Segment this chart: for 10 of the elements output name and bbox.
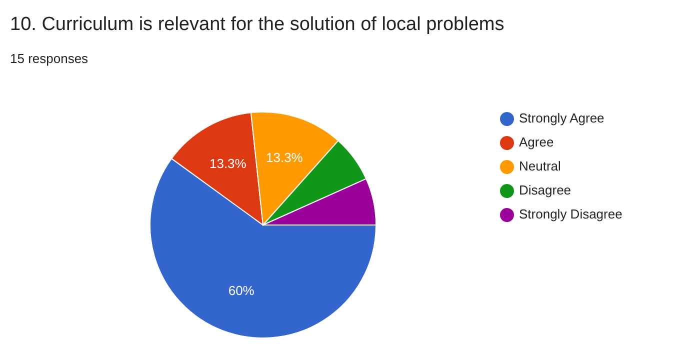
data-label: 60%: [228, 283, 255, 298]
legend-label: Disagree: [519, 182, 572, 198]
chart-subtitle: 15 responses: [10, 51, 89, 66]
legend-label: Strongly Disagree: [519, 206, 622, 222]
data-label: 13.3%: [266, 150, 304, 165]
legend-label: Neutral: [519, 158, 562, 174]
legend-label: Strongly Agree: [519, 110, 604, 126]
chart-title: 10. Curriculum is relevant for the solution of local problems: [10, 14, 504, 35]
data-label: 13.3%: [209, 156, 247, 171]
legend-label: Agree: [519, 134, 554, 150]
